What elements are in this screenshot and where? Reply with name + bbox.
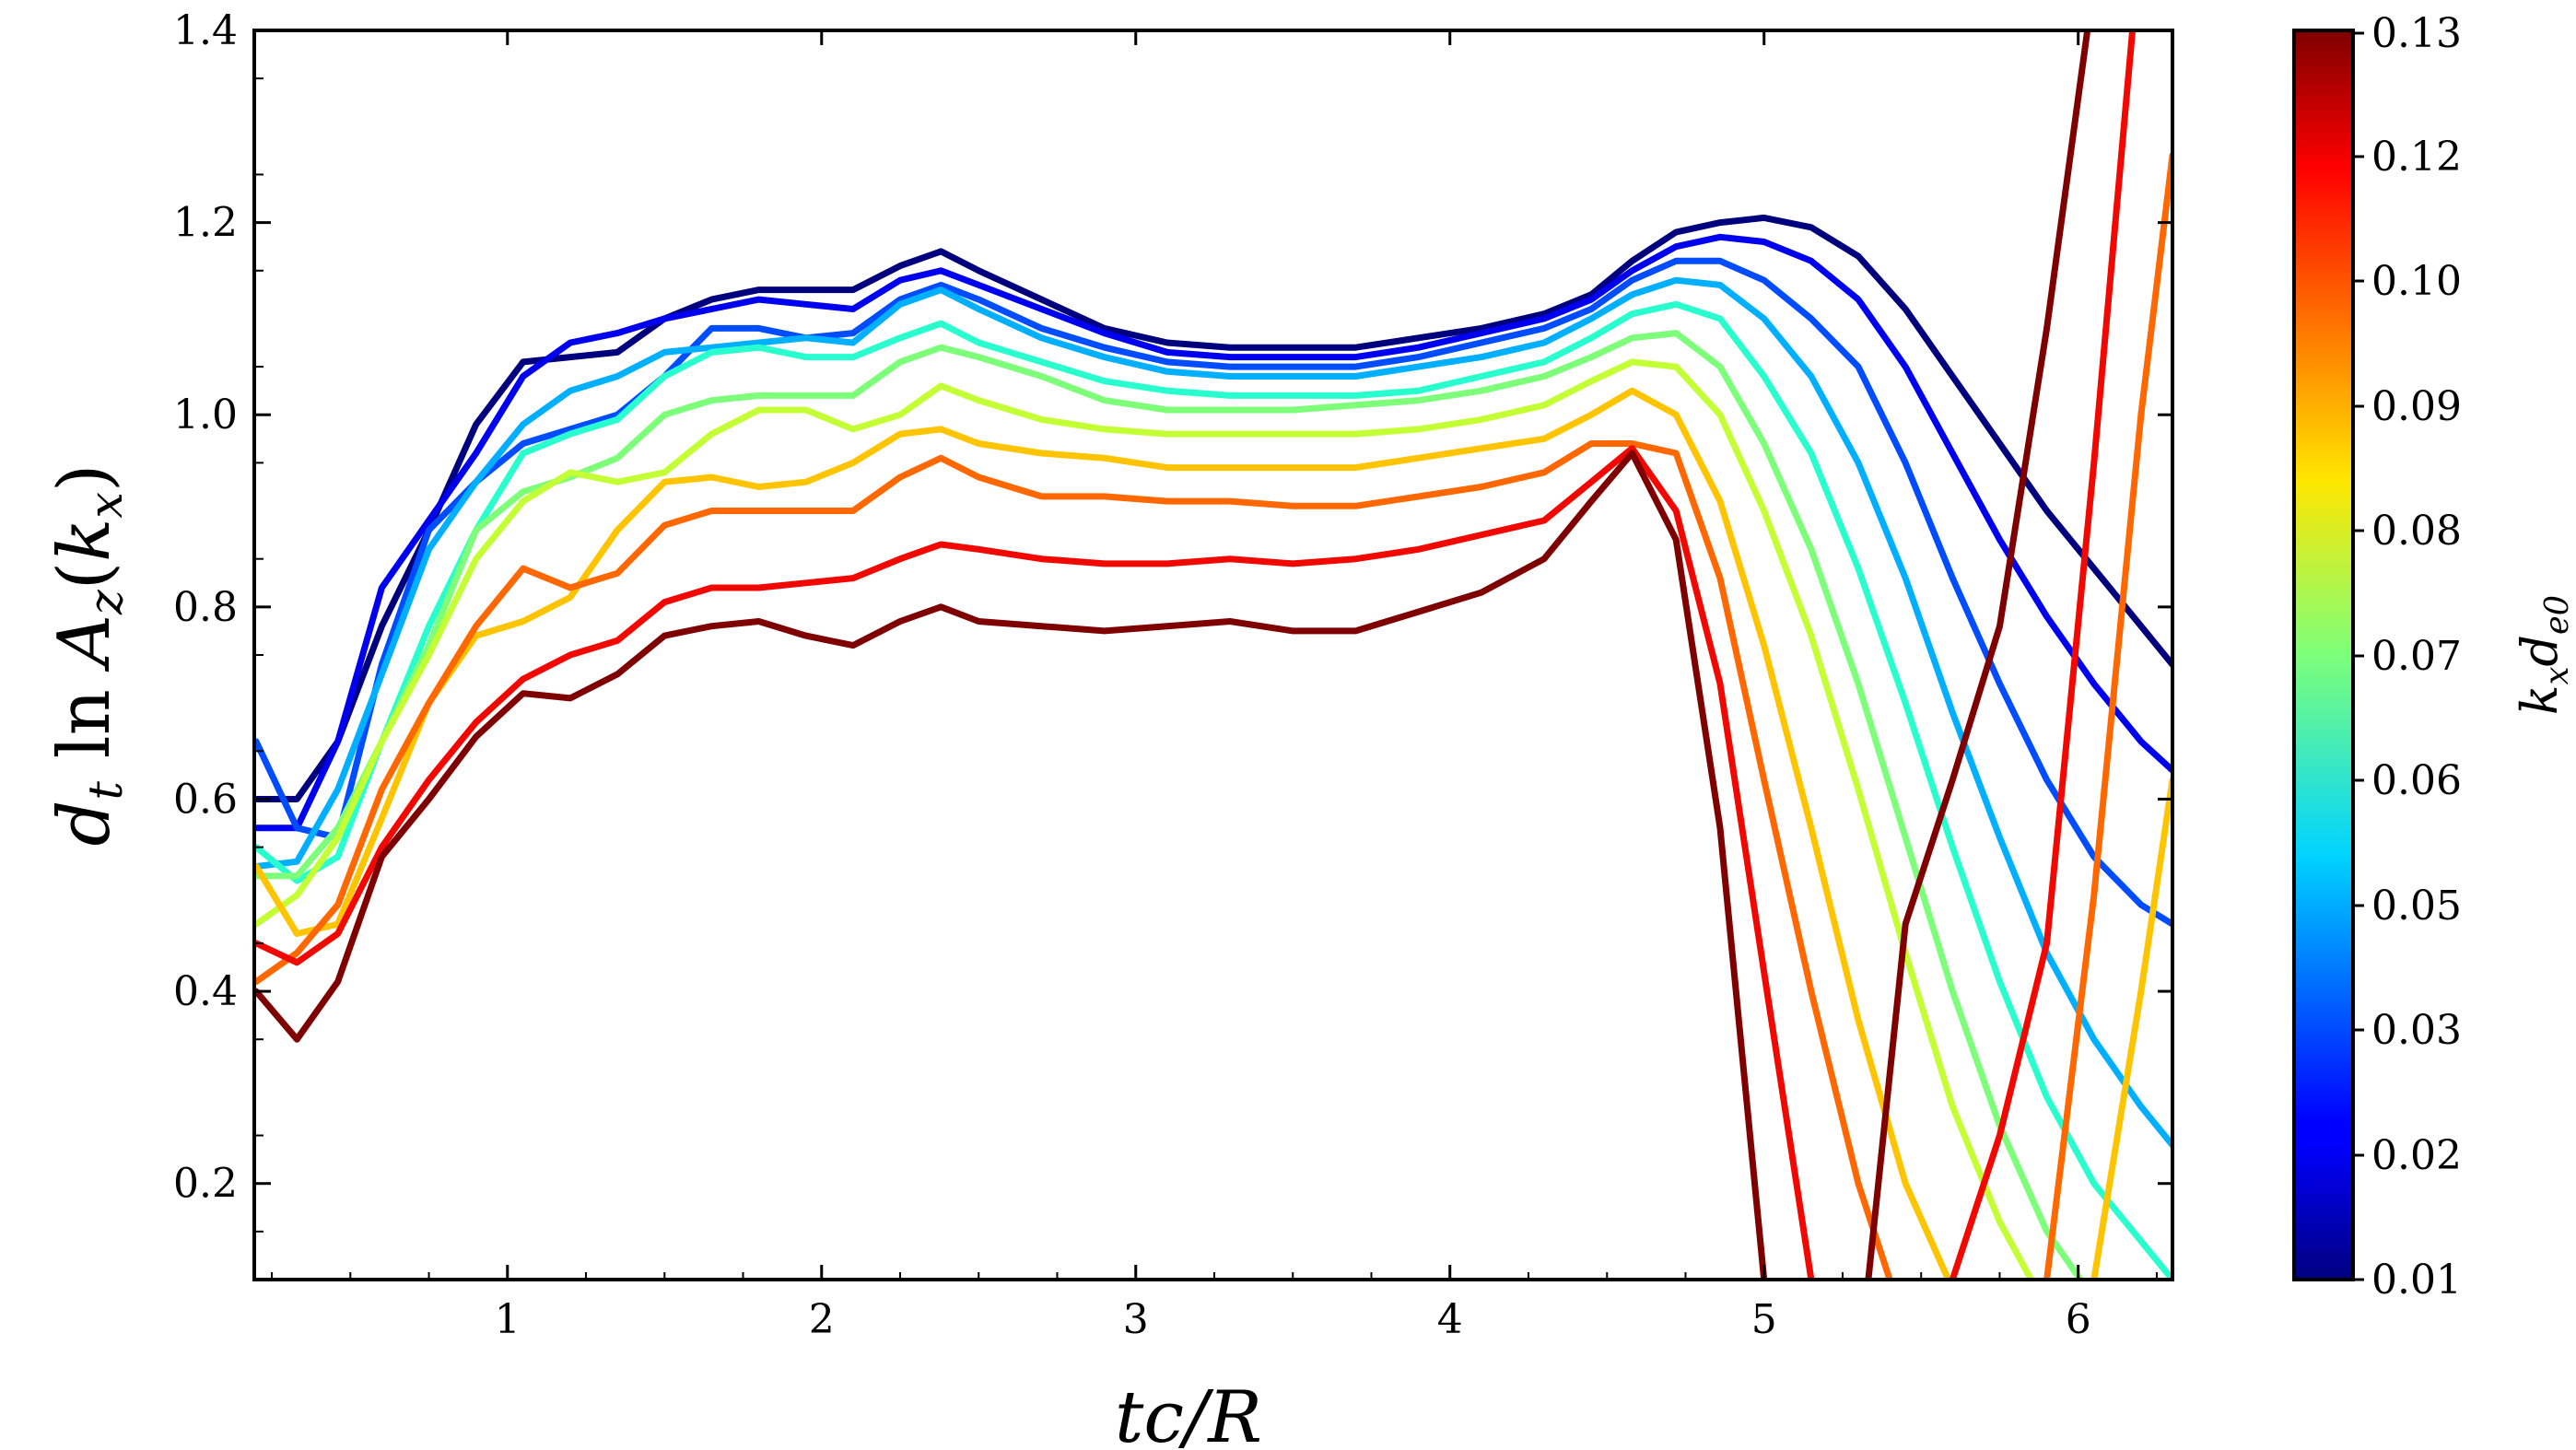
x-axis-title: tc/R: [1115, 1376, 1262, 1450]
colorbar-label: kxde0: [2511, 595, 2576, 715]
colorbar-tick-label: 0.08: [2371, 508, 2462, 555]
colorbar: 0.01 0.02 0.03 0.05 0.06 0.07 0.08 0.09 0.10 0.12…: [2292, 10, 2576, 1304]
y-axis-title: dt ln Az(kx): [43, 464, 133, 847]
colorbar-gradient: [2292, 29, 2355, 1281]
colorbar-tick-label: 0.01: [2371, 1257, 2462, 1304]
colorbar-tick-label: 0.13: [2371, 10, 2462, 57]
series-line-0.07: [256, 358, 2035, 1280]
y-tick-label: 1.2: [173, 200, 238, 247]
colorbar-tick-label: 0.05: [2371, 883, 2462, 930]
colorbar-ticks: 0.01 0.02 0.03 0.05 0.06 0.07 0.08 0.09 0.10 0.12…: [2353, 10, 2462, 1304]
series-line-0.08: [256, 387, 2174, 1280]
colorbar-tick-label: 0.02: [2371, 1132, 2462, 1179]
series-line-0.12: [256, 30, 2091, 1280]
y-tick-label: 1.4: [173, 7, 238, 54]
series-line-0.03: [256, 257, 2174, 928]
x-tick-label: 4: [1437, 1296, 1463, 1343]
colorbar-tick-label: 0.09: [2371, 383, 2462, 430]
colorbar-tick-label: 0.12: [2371, 134, 2462, 181]
colorbar-tick-label: 0.10: [2371, 258, 2462, 305]
x-ticks: 1 2 3 4 5 6: [271, 30, 2158, 1343]
series-line-0.04: [256, 276, 2174, 1149]
y-tick-label: 1.0: [173, 392, 238, 439]
y-ticks: 0.2 0.4 0.6 0.8 1.0 1.2 1.4: [173, 7, 2172, 1233]
series-layer: [256, 30, 2174, 1280]
series-line-0.09: [256, 152, 2174, 1280]
series-line-0.02: [256, 233, 2174, 832]
y-tick-label: 0.8: [173, 584, 238, 631]
series-line-0.05: [256, 300, 2174, 1280]
y-tick-label: 0.2: [173, 1161, 238, 1208]
y-tick-label: 0.4: [173, 968, 238, 1015]
x-tick-label: 2: [809, 1296, 835, 1343]
colorbar-tick-label: 0.03: [2371, 1007, 2462, 1054]
series-line-0.01: [256, 214, 2174, 802]
colorbar-tick-label: 0.06: [2371, 757, 2462, 804]
y-tick-label: 0.6: [173, 776, 238, 823]
x-tick-label: 6: [2066, 1296, 2091, 1343]
x-tick-label: 3: [1123, 1296, 1149, 1343]
x-tick-label: 1: [495, 1296, 521, 1343]
colorbar-tick-label: 0.07: [2371, 633, 2462, 680]
series-line-0.10: [256, 30, 2137, 1280]
x-tick-label: 5: [1751, 1296, 1777, 1343]
